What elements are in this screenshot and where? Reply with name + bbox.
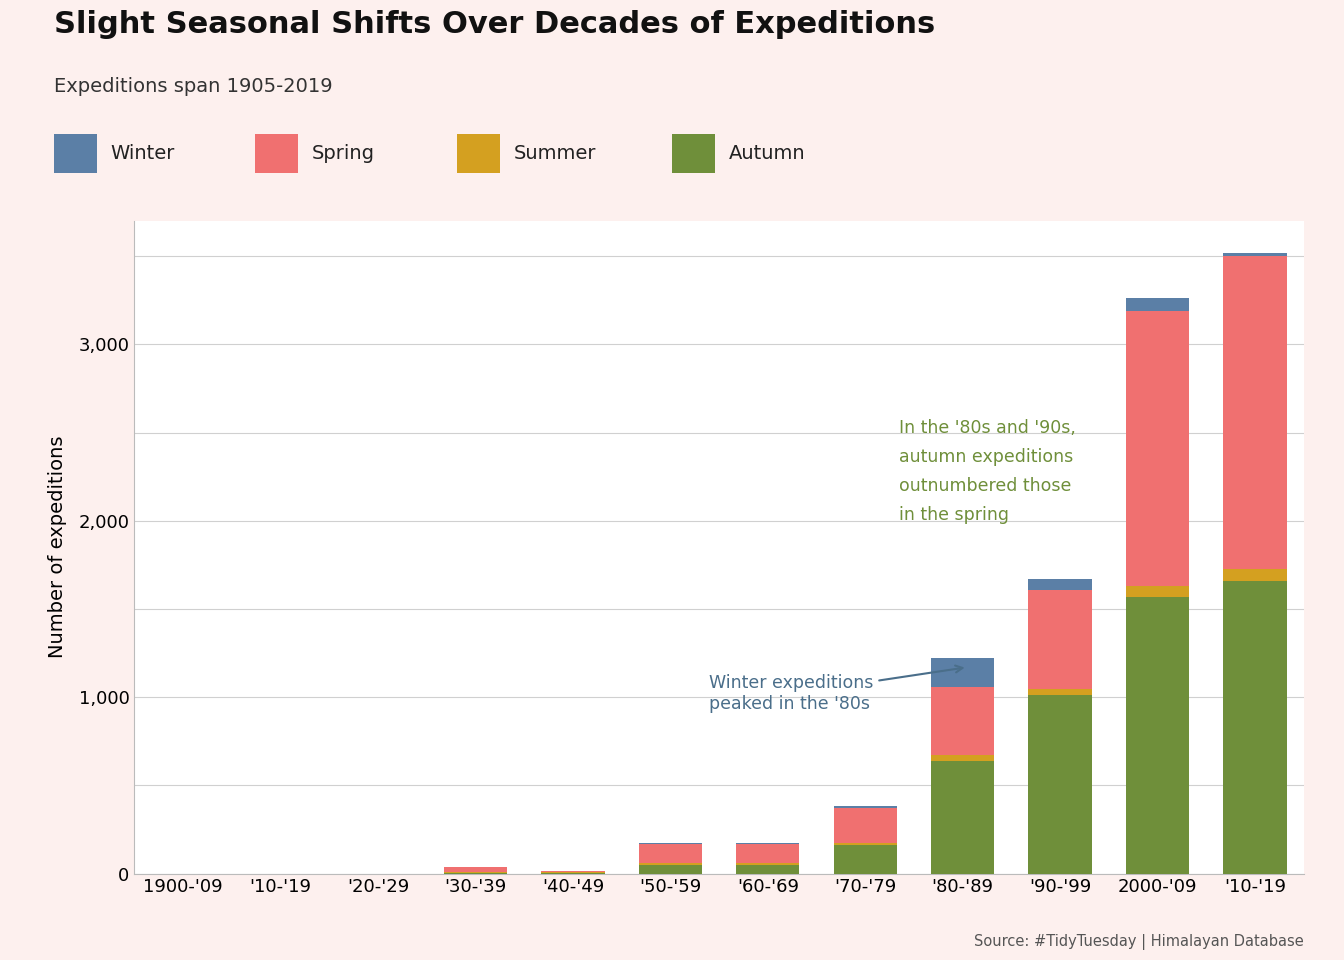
Bar (1126, 299, 1189, 311)
Bar (638, 844, 702, 863)
Bar (1028, 689, 1091, 695)
Bar (737, 843, 800, 844)
Bar (833, 843, 896, 846)
Bar (638, 843, 702, 844)
Bar (1223, 256, 1286, 569)
Bar (737, 844, 800, 863)
Bar (638, 865, 702, 874)
Text: Source: #TidyTuesday | Himalayan Database: Source: #TidyTuesday | Himalayan Databas… (974, 934, 1304, 950)
Y-axis label: Number of expeditions: Number of expeditions (48, 436, 67, 659)
Bar (833, 846, 896, 874)
Bar (542, 871, 605, 873)
Bar (1126, 311, 1189, 586)
Text: Winter: Winter (110, 144, 175, 163)
Bar (444, 868, 507, 873)
Text: Expeditions span 1905-2019: Expeditions span 1905-2019 (54, 77, 332, 96)
Bar (1223, 569, 1286, 581)
Text: Slight Seasonal Shifts Over Decades of Expeditions: Slight Seasonal Shifts Over Decades of E… (54, 10, 935, 38)
Bar (1223, 252, 1286, 256)
Bar (638, 863, 702, 865)
Bar (737, 865, 800, 874)
Bar (737, 863, 800, 865)
Text: Spring: Spring (312, 144, 375, 163)
Bar (931, 659, 995, 686)
Bar (1126, 586, 1189, 596)
Bar (931, 760, 995, 874)
Text: In the '80s and '90s,
autumn expeditions
outnumbered those
in the spring: In the '80s and '90s, autumn expeditions… (899, 419, 1077, 524)
Bar (1223, 581, 1286, 874)
Bar (1028, 695, 1091, 874)
Bar (931, 686, 995, 756)
Bar (931, 756, 995, 760)
Text: Winter expeditions
peaked in the '80s: Winter expeditions peaked in the '80s (710, 665, 962, 713)
Text: Autumn: Autumn (728, 144, 805, 163)
Text: Summer: Summer (513, 144, 595, 163)
Bar (833, 805, 896, 808)
Bar (833, 808, 896, 843)
Bar (1126, 596, 1189, 874)
Bar (1028, 579, 1091, 590)
Bar (1028, 590, 1091, 689)
